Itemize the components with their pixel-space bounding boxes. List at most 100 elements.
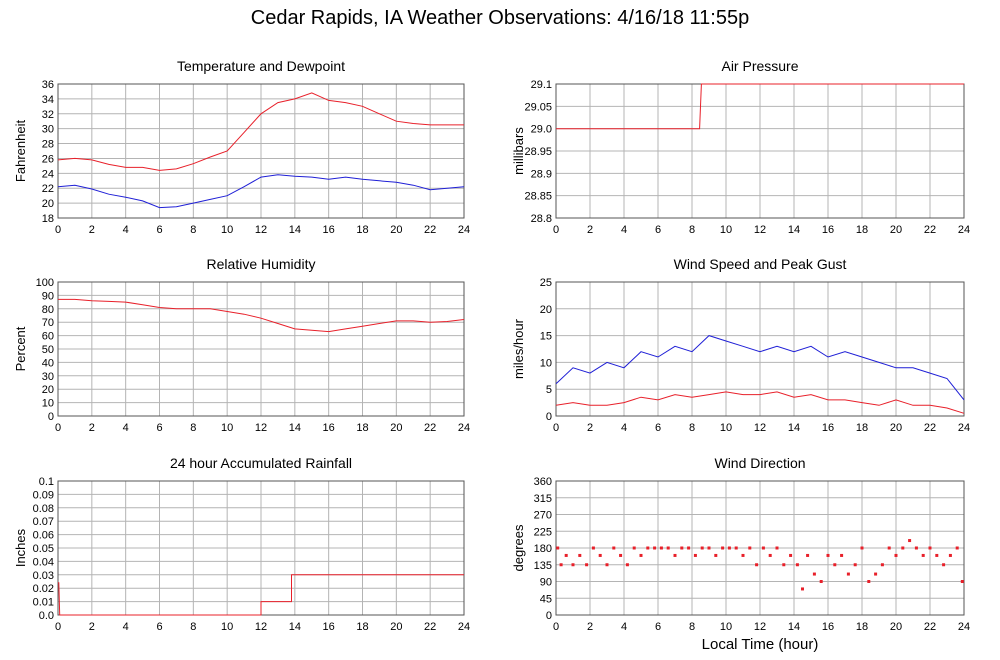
x-tick-label: 16 bbox=[323, 422, 335, 434]
y-tick-label: 100 bbox=[36, 277, 54, 289]
y-tick-label: 315 bbox=[534, 493, 552, 505]
chart-title: 24 hour Accumulated Rainfall bbox=[170, 455, 352, 471]
y-tick-label: 36 bbox=[42, 79, 54, 91]
x-tick-label: 20 bbox=[890, 621, 902, 633]
x-tick-label: 14 bbox=[788, 422, 800, 434]
chart-pres: Air Pressure millibars 28.8 28.85 28.9 28.95 2… bbox=[511, 58, 970, 236]
x-tick-label: 14 bbox=[289, 224, 301, 236]
x-tick-label: 24 bbox=[458, 422, 470, 434]
data-point bbox=[901, 546, 905, 550]
y-tick-label: 45 bbox=[540, 593, 552, 605]
data-point bbox=[833, 563, 837, 567]
y-tick-label: 18 bbox=[42, 213, 54, 225]
data-point bbox=[639, 553, 643, 557]
x-tick-label: 10 bbox=[221, 224, 233, 236]
y-tick-label: 26 bbox=[42, 153, 54, 165]
x-tick-label: 18 bbox=[856, 224, 868, 236]
data-point bbox=[714, 553, 718, 557]
series-line-red bbox=[556, 83, 964, 130]
data-point bbox=[840, 553, 844, 557]
y-tick-label: 0.0 bbox=[39, 610, 54, 622]
data-point bbox=[880, 563, 884, 567]
data-point bbox=[632, 546, 636, 550]
data-point bbox=[700, 546, 704, 550]
y-tick-label: 50 bbox=[42, 344, 54, 356]
chart-title: Relative Humidity bbox=[207, 256, 316, 272]
data-point bbox=[860, 546, 864, 550]
x-tick-label: 0 bbox=[55, 621, 61, 633]
x-tick-label: 20 bbox=[890, 224, 902, 236]
x-tick-label: 10 bbox=[720, 224, 732, 236]
data-point bbox=[755, 563, 759, 567]
data-point bbox=[564, 553, 568, 557]
x-tick-label: 12 bbox=[255, 224, 267, 236]
data-point bbox=[935, 553, 939, 557]
x-tick-label: 16 bbox=[323, 621, 335, 633]
chart-title: Wind Speed and Peak Gust bbox=[674, 256, 847, 272]
x-tick-label: 14 bbox=[788, 621, 800, 633]
data-point bbox=[775, 546, 779, 550]
y-axis-label: miles/hour bbox=[511, 318, 526, 379]
x-tick-label: 24 bbox=[958, 621, 970, 633]
x-tick-label: 6 bbox=[655, 422, 661, 434]
y-tick-label: 10 bbox=[42, 398, 54, 410]
x-tick-label: 12 bbox=[255, 422, 267, 434]
data-point bbox=[789, 553, 793, 557]
x-tick-label: 10 bbox=[221, 621, 233, 633]
x-tick-label: 0 bbox=[55, 224, 61, 236]
y-tick-label: 80 bbox=[42, 304, 54, 316]
x-tick-label: 22 bbox=[424, 224, 436, 236]
data-point bbox=[646, 546, 650, 550]
x-tick-label: 8 bbox=[689, 422, 695, 434]
plot-frame bbox=[555, 281, 965, 417]
x-tick-label: 12 bbox=[754, 422, 766, 434]
y-tick-label: 0.07 bbox=[33, 516, 54, 528]
y-tick-label: 20 bbox=[42, 384, 54, 396]
x-tick-label: 16 bbox=[822, 621, 834, 633]
data-point bbox=[653, 546, 657, 550]
series-line-red bbox=[58, 298, 465, 333]
data-point bbox=[605, 563, 609, 567]
x-tick-label: 20 bbox=[390, 224, 402, 236]
data-point bbox=[942, 563, 946, 567]
plot-frame bbox=[57, 281, 465, 417]
x-tick-label: 18 bbox=[856, 422, 868, 434]
data-point bbox=[666, 546, 670, 550]
data-point bbox=[955, 546, 959, 550]
x-tick-label: 2 bbox=[587, 224, 593, 236]
x-tick-label: 22 bbox=[924, 422, 936, 434]
chart-temp: Temperature and DewpointFahrenheit182022… bbox=[13, 58, 470, 236]
y-tick-label: 28.95 bbox=[524, 146, 552, 158]
plot-frame bbox=[57, 83, 465, 219]
data-point bbox=[673, 553, 677, 557]
data-point bbox=[578, 553, 582, 557]
data-point bbox=[795, 563, 799, 567]
y-tick-label: 60 bbox=[42, 331, 54, 343]
data-point bbox=[734, 546, 738, 550]
x-tick-label: 14 bbox=[289, 422, 301, 434]
y-tick-label: 10 bbox=[540, 357, 552, 369]
data-point bbox=[598, 553, 602, 557]
y-tick-label: 70 bbox=[42, 317, 54, 329]
chart-title: Temperature and Dewpoint bbox=[177, 58, 345, 74]
x-tick-label: 4 bbox=[621, 224, 627, 236]
x-tick-label: 22 bbox=[924, 621, 936, 633]
data-point bbox=[819, 580, 823, 583]
x-tick-label: 18 bbox=[356, 621, 368, 633]
y-axis-label: Percent bbox=[13, 326, 28, 371]
x-tick-label: 2 bbox=[89, 422, 95, 434]
x-tick-label: 14 bbox=[788, 224, 800, 236]
y-tick-label: 90 bbox=[42, 290, 54, 302]
data-point bbox=[687, 546, 691, 550]
x-tick-label: 20 bbox=[390, 422, 402, 434]
x-tick-label: 22 bbox=[424, 422, 436, 434]
x-tick-label: 8 bbox=[689, 224, 695, 236]
y-tick-label: 0.03 bbox=[33, 570, 54, 582]
data-point bbox=[693, 553, 697, 557]
y-tick-label: 0.02 bbox=[33, 583, 54, 595]
y-tick-label: 30 bbox=[42, 371, 54, 383]
data-point bbox=[806, 553, 810, 557]
x-tick-label: 16 bbox=[822, 422, 834, 434]
x-tick-label: 8 bbox=[190, 224, 196, 236]
